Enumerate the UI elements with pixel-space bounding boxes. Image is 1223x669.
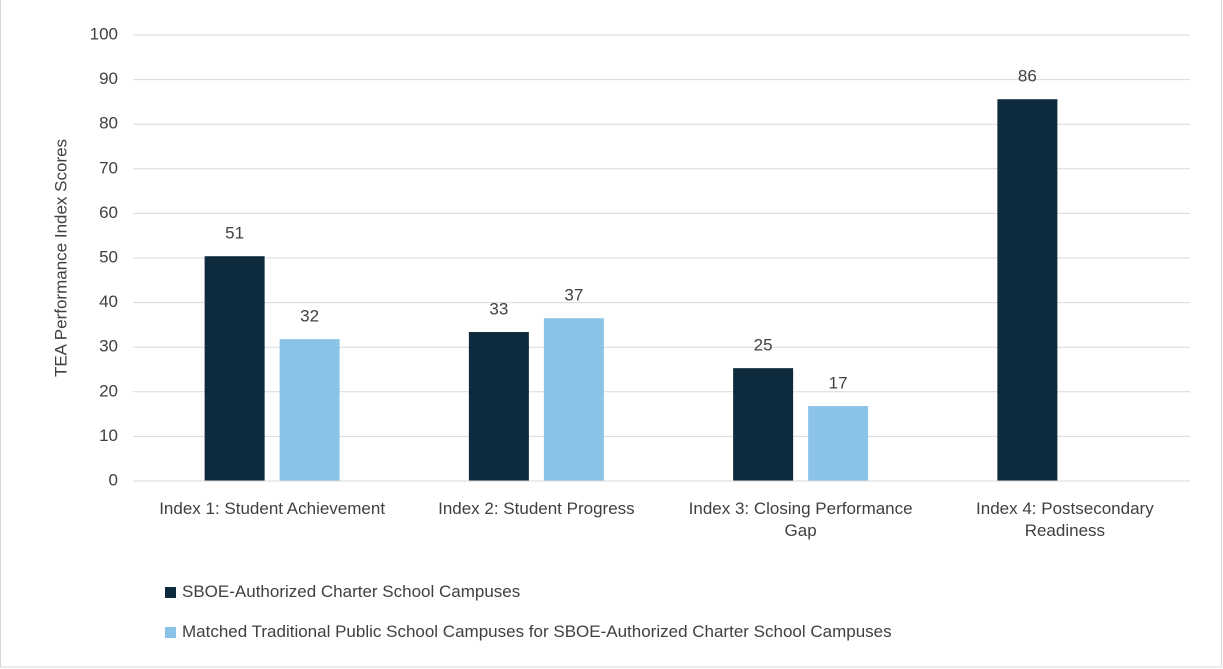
bar [279,339,340,481]
y-tick-label: 100 [90,24,118,43]
legend-label: Matched Traditional Public School Campus… [182,622,892,641]
legend-item: Matched Traditional Public School Campus… [165,622,892,642]
data-label: 37 [564,286,583,305]
y-tick-label: 10 [99,426,118,445]
y-tick-label: 0 [109,470,118,489]
data-label: 32 [300,307,319,326]
x-tick-label: Index 1: Student Achievement [159,499,386,518]
bar [543,318,604,481]
data-label: 33 [489,300,508,319]
y-tick-label: 90 [99,69,118,88]
y-tick-label: 30 [99,337,118,356]
legend-swatch [165,586,176,598]
bar [808,406,869,481]
legend-item: SBOE-Authorized Charter School Campuses [165,582,520,602]
x-tick-label: Index 2: Student Progress [438,499,635,518]
data-label: 86 [1018,67,1037,86]
data-label: 51 [225,224,244,243]
bar [468,332,529,481]
x-tick-label: Index 4: Postsecondary Readiness [976,499,1154,540]
bar [733,368,794,481]
y-tick-label: 40 [99,292,118,311]
y-tick-label: 50 [99,247,118,266]
y-tick-label: 60 [99,203,118,222]
x-tick-label: Index 3: Closing Performance Gap [688,499,913,540]
legend-label: SBOE-Authorized Charter School Campuses [182,582,521,601]
bar [204,256,265,481]
y-axis-title: TEA Performance Index Scores [51,139,70,377]
y-tick-label: 80 [99,114,118,133]
y-tick-label: 20 [99,381,118,400]
data-label: 25 [754,336,773,355]
legend-swatch [165,626,176,638]
data-label: 17 [829,374,848,393]
y-tick-label: 70 [99,158,118,177]
bar [997,99,1058,481]
